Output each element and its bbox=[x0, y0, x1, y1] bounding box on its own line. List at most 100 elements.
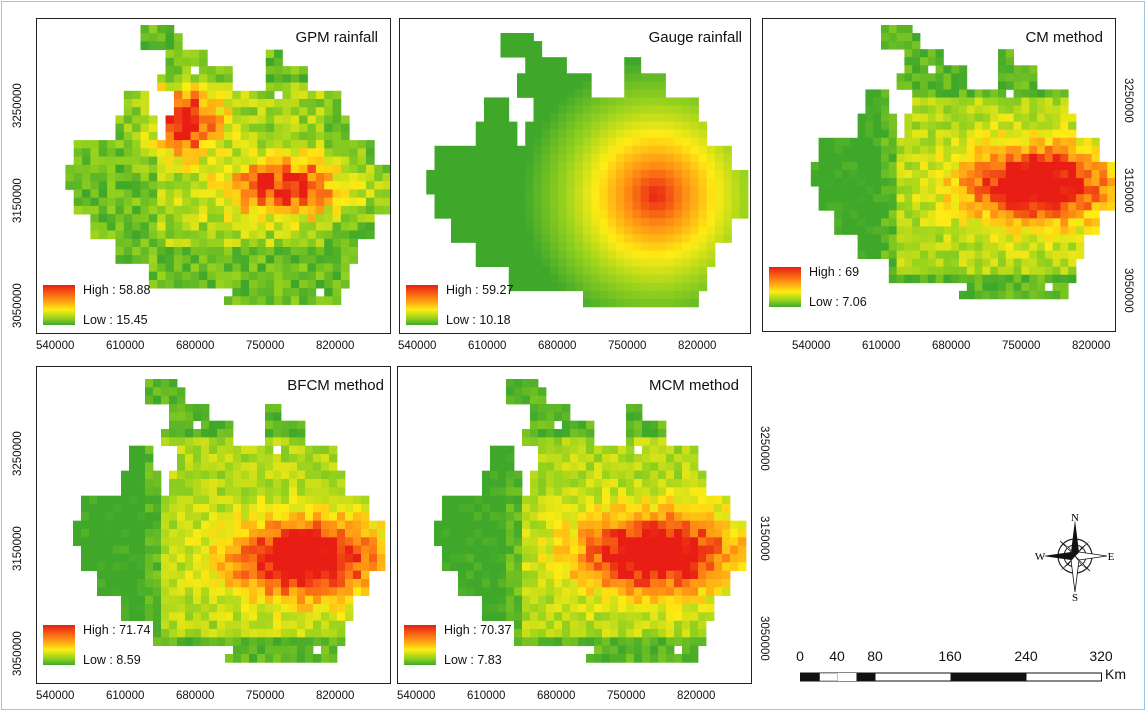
grid-cell bbox=[157, 230, 166, 240]
grid-cell bbox=[508, 33, 518, 42]
grid-cell bbox=[508, 202, 518, 211]
grid-cell bbox=[865, 105, 874, 115]
grid-cell bbox=[305, 604, 314, 613]
grid-cell bbox=[198, 156, 208, 166]
grid-cell bbox=[626, 420, 635, 430]
grid-cell bbox=[974, 137, 983, 147]
grid-cell bbox=[240, 255, 250, 264]
grid-cell bbox=[570, 612, 579, 622]
grid-cell bbox=[349, 255, 358, 264]
grid-cell bbox=[1005, 170, 1014, 179]
grid-cell bbox=[881, 33, 890, 42]
grid-cell bbox=[161, 570, 170, 580]
grid-cell bbox=[599, 145, 609, 155]
grid-cell bbox=[541, 153, 551, 163]
grid-cell bbox=[715, 210, 724, 219]
grid-cell bbox=[137, 570, 146, 580]
grid-cell bbox=[215, 164, 225, 174]
grid-cell bbox=[232, 156, 242, 166]
grid-cell bbox=[289, 512, 298, 522]
grid-cell bbox=[273, 562, 282, 572]
grid-cell bbox=[706, 161, 716, 171]
grid-cell bbox=[640, 105, 650, 114]
grid-cell bbox=[738, 529, 747, 538]
grid-cell bbox=[249, 504, 258, 513]
map-panel-bfcm: BFCM method High : 71.74 Low : 8.59 bbox=[36, 366, 391, 684]
grid-cell bbox=[583, 145, 592, 155]
grid-cell bbox=[140, 115, 150, 125]
grid-cell bbox=[329, 512, 338, 522]
grid-cell bbox=[249, 520, 258, 530]
grid-cell bbox=[506, 379, 515, 388]
grid-cell bbox=[690, 218, 699, 227]
grid-cell bbox=[566, 210, 576, 219]
grid-cell bbox=[706, 242, 716, 251]
grid-cell bbox=[508, 250, 518, 259]
grid-cell bbox=[640, 274, 650, 284]
grid-cell bbox=[153, 529, 162, 538]
grid-cell bbox=[1060, 210, 1069, 219]
grid-cell bbox=[566, 258, 576, 268]
legend-high-label: High : 58.88 bbox=[83, 283, 151, 297]
grid-cell bbox=[1060, 121, 1069, 131]
grid-cell bbox=[182, 173, 191, 182]
grid-cell bbox=[1037, 137, 1046, 147]
grid-cell bbox=[666, 645, 675, 655]
grid-cell bbox=[474, 545, 483, 555]
grid-cell bbox=[690, 202, 699, 211]
grid-cell bbox=[865, 226, 874, 235]
grid-cell bbox=[966, 218, 975, 227]
grid-cell bbox=[207, 214, 217, 223]
grid-cell bbox=[337, 470, 346, 480]
grid-cell bbox=[533, 153, 543, 163]
grid-cell bbox=[498, 545, 507, 555]
grid-cell bbox=[233, 529, 242, 538]
grid-cell bbox=[498, 554, 507, 563]
grid-cell bbox=[98, 205, 108, 215]
grid-cell bbox=[1060, 218, 1069, 227]
grid-cell bbox=[232, 296, 242, 305]
grid-cell bbox=[193, 429, 202, 438]
grid-cell bbox=[583, 234, 592, 243]
grid-cell bbox=[500, 41, 510, 50]
grid-cell bbox=[602, 587, 611, 597]
grid-cell bbox=[508, 49, 518, 58]
grid-cell bbox=[642, 537, 651, 547]
grid-cell bbox=[682, 202, 691, 211]
grid-cell bbox=[145, 579, 154, 588]
grid-cell bbox=[640, 242, 650, 251]
grid-cell bbox=[943, 73, 952, 82]
grid-cell bbox=[1068, 218, 1077, 227]
grid-cell bbox=[632, 218, 642, 227]
grid-cell bbox=[185, 562, 194, 572]
grid-cell bbox=[607, 145, 617, 155]
grid-cell bbox=[525, 169, 534, 179]
grid-cell bbox=[169, 387, 178, 397]
grid-cell bbox=[475, 258, 485, 268]
grid-cell bbox=[682, 282, 691, 292]
grid-cell bbox=[185, 520, 194, 530]
grid-cell bbox=[490, 512, 499, 522]
grid-cell bbox=[583, 169, 592, 179]
grid-cell bbox=[121, 487, 130, 497]
grid-cell bbox=[634, 620, 643, 630]
grid-cell bbox=[632, 145, 642, 155]
rainfall-grid bbox=[434, 379, 747, 663]
grid-cell bbox=[165, 33, 175, 42]
grid-cell bbox=[148, 173, 158, 182]
grid-cell bbox=[169, 504, 178, 513]
grid-cell bbox=[232, 247, 242, 256]
grid-cell bbox=[682, 604, 691, 613]
grid-cell bbox=[943, 65, 952, 74]
grid-cell bbox=[674, 537, 683, 547]
grid-cell bbox=[345, 604, 354, 613]
grid-cell bbox=[65, 181, 75, 190]
grid-cell bbox=[1037, 153, 1046, 163]
grid-cell bbox=[599, 97, 609, 106]
grid-cell bbox=[657, 81, 666, 90]
grid-cell bbox=[616, 97, 625, 106]
grid-cell bbox=[307, 214, 317, 223]
grid-cell bbox=[257, 214, 267, 223]
grid-cell bbox=[500, 194, 510, 203]
grid-cell bbox=[297, 604, 306, 613]
